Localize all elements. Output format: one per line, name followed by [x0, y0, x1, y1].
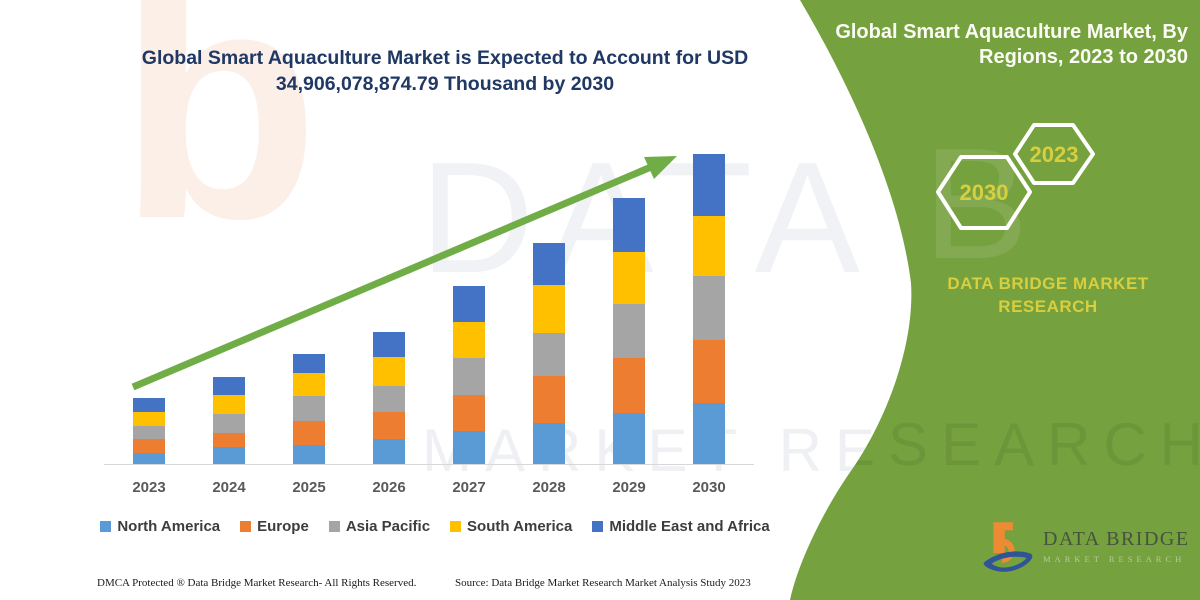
- bar-segment-2024-europe: [213, 433, 245, 447]
- bar-segment-2023-europe: [133, 439, 165, 453]
- x-axis-label-2023: 2023: [132, 479, 166, 496]
- legend-item-north-america: North America: [100, 518, 220, 535]
- year-hexagons: 2030 2023: [936, 123, 1095, 230]
- legend-label: Europe: [257, 518, 309, 535]
- bar-segment-2024-asia-pacific: [213, 414, 245, 433]
- x-axis-label-2027: 2027: [452, 479, 486, 496]
- legend-marker-icon: [450, 521, 462, 532]
- chart-title-line1: Global Smart Aquaculture Market is Expec…: [141, 47, 749, 69]
- brand-name: DATA BRIDGE MARKET RESEARCH: [898, 272, 1198, 318]
- legend-marker-icon: [240, 521, 252, 532]
- bar-segment-2026-north-america: [373, 439, 405, 465]
- x-axis-label-2028: 2028: [532, 479, 566, 496]
- x-axis-label-2024: 2024: [212, 479, 246, 496]
- bar-segment-2030-north-america: [693, 403, 725, 465]
- bar-segment-2026-europe: [373, 412, 405, 439]
- bar-segment-2027-europe: [453, 395, 485, 431]
- bar-segment-2024-south-america: [213, 395, 245, 414]
- bar-segment-2024-north-america: [213, 447, 245, 465]
- panel-heading: Global Smart Aquaculture Market, By Regi…: [835, 21, 1188, 68]
- bar-segment-2023-asia-pacific: [133, 426, 165, 439]
- brand-line2: RESEARCH: [998, 297, 1098, 316]
- stacked-bar-2024: [213, 377, 245, 465]
- bar-segment-2025-north-america: [293, 445, 325, 465]
- hexagon-2023-label: 2023: [1030, 142, 1079, 167]
- bar-segment-2025-europe: [293, 421, 325, 445]
- legend-marker-icon: [592, 521, 604, 532]
- stacked-bar-2030: [693, 154, 725, 465]
- hexagon-2030-icon: [936, 155, 1032, 230]
- x-axis-label-2025: 2025: [292, 479, 326, 496]
- panel-watermark-lower: MARKET RESEARCH: [422, 411, 1200, 478]
- bar-segment-2023-north-america: [133, 453, 165, 465]
- legend-label: South America: [467, 518, 573, 535]
- footer-source-text: Source: Data Bridge Market Research Mark…: [455, 577, 751, 589]
- bar-segment-2028-north-america: [533, 423, 565, 465]
- bar-segment-2025-asia-pacific: [293, 396, 325, 421]
- dbmr-logo-text-block: DATA BRIDGE MARKET RESEARCH: [1043, 520, 1190, 564]
- bar-segment-2029-north-america: [613, 413, 645, 465]
- legend-label: North America: [117, 518, 221, 535]
- legend-item-asia-pacific: Asia Pacific: [328, 518, 431, 535]
- footer-dmca-text: DMCA Protected ® Data Bridge Market Rese…: [97, 577, 417, 589]
- dbmr-logo: DATA BRIDGE MARKET RESEARCH: [982, 520, 1190, 578]
- bar-segment-2023-middle-east-and-africa: [133, 398, 165, 412]
- bar-segment-2023-south-america: [133, 412, 165, 426]
- x-axis-line: [104, 464, 754, 465]
- legend-item-south-america: South America: [450, 518, 572, 535]
- legend-marker-icon: [100, 521, 112, 532]
- chart-title: Global Smart Aquaculture Market is Expec…: [120, 45, 770, 97]
- chart-legend: North America Europe Asia Pacific South Ame…: [85, 518, 785, 535]
- bar-segment-2030-asia-pacific: [693, 276, 725, 340]
- stacked-bar-2023: [133, 398, 165, 465]
- brand-line1: DATA BRIDGE MARKET: [947, 274, 1149, 293]
- legend-label: Middle East and Africa: [609, 518, 770, 535]
- bar-segment-2030-middle-east-and-africa: [693, 154, 725, 216]
- x-axis-label-2026: 2026: [372, 479, 406, 496]
- hexagon-2030-label: 2030: [960, 180, 1009, 205]
- chart-title-line2: 34,906,078,874.79 Thousand by 2030: [275, 73, 615, 95]
- x-axis-label-2029: 2029: [612, 479, 646, 496]
- dbmr-logo-icon: [983, 522, 1033, 572]
- bar-segment-2030-europe: [693, 340, 725, 403]
- bar-segment-2026-asia-pacific: [373, 386, 405, 412]
- legend-item-middle-east-and-africa: Middle East and Africa: [592, 518, 770, 535]
- bar-segment-2030-south-america: [693, 216, 725, 276]
- legend-label: Asia Pacific: [345, 518, 431, 535]
- green-panel-shape: [790, 0, 1200, 600]
- bar-segment-2027-north-america: [453, 431, 485, 465]
- dbmr-logo-subtext: MARKET RESEARCH: [1043, 554, 1186, 564]
- dbmr-logo-text: DATA BRIDGE: [1043, 528, 1190, 550]
- x-axis-label-2030: 2030: [692, 479, 726, 496]
- hexagon-2023-icon: [1013, 123, 1095, 185]
- legend-item-europe: Europe: [240, 518, 309, 535]
- legend-marker-icon: [328, 521, 340, 532]
